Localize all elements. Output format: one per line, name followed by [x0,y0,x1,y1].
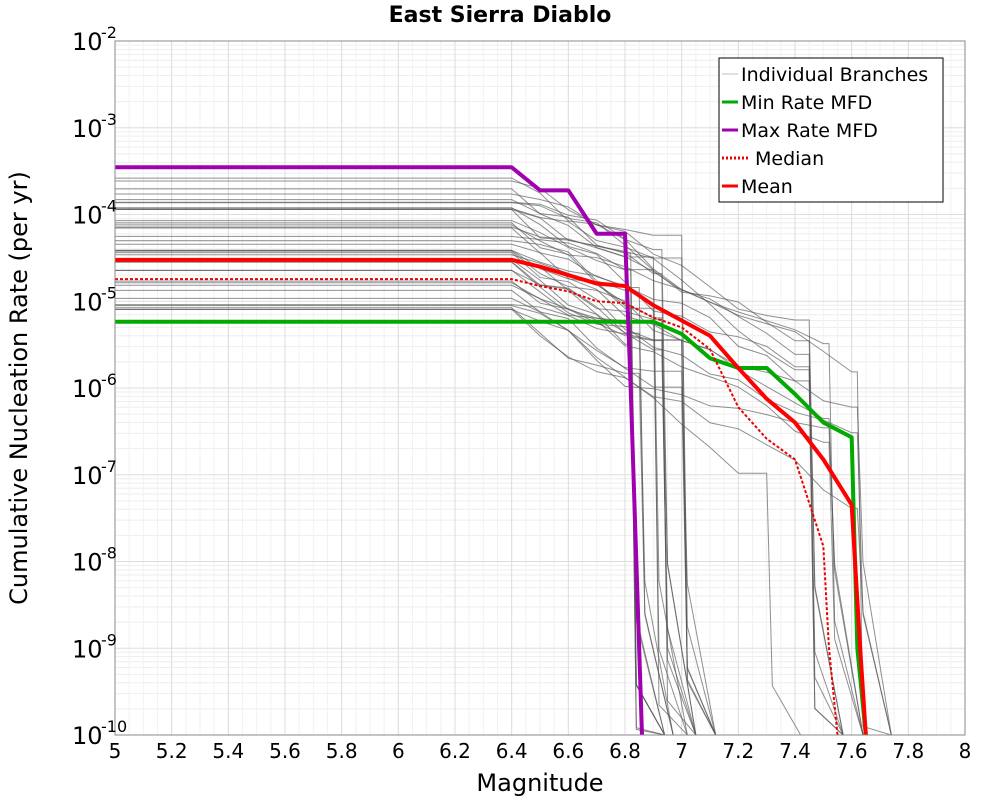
x-tick-label: 5.2 [156,739,188,763]
y-tick-base: 10 [72,288,103,316]
branch-line [115,261,697,736]
y-tick-exponent: -6 [101,370,117,389]
y-tick-labels: 10-210-310-410-510-610-710-810-910-10 [72,23,127,750]
plot-frame [114,40,966,736]
y-tick-exponent: -8 [101,544,117,563]
branch-line [115,269,674,736]
y-tick-exponent: -5 [101,283,117,302]
legend-label: Individual Branches [741,64,928,86]
x-tick-label: 7.8 [892,739,924,763]
x-tick-label: 5.4 [212,739,244,763]
x-tick-label: 7 [675,739,688,763]
y-tick-base: 10 [72,375,103,403]
y-axis-label: Cumulative Nucleation Rate (per yr) [5,171,33,605]
y-tick-base: 10 [72,635,103,663]
y-tick-base: 10 [72,722,103,750]
branch-line [115,209,844,736]
x-tick-label: 6.4 [496,739,528,763]
x-tick-label: 7.4 [779,739,811,763]
x-tick-label: 6 [392,739,405,763]
x-tick-label: 6.8 [609,739,641,763]
y-tick-base: 10 [72,549,103,577]
branch-line [115,224,892,736]
series-group [115,165,868,736]
y-tick-exponent: -10 [101,717,127,736]
x-tick-labels: 5 5.2 5.4 5.6 5.8 6 6.2 6.4 6.6 6.8 7 7.2 7.4 7.6 7.8 8 [109,739,972,763]
branch-line [115,289,717,736]
legend-label: Max Rate MFD [741,120,878,142]
x-tick-label: 6.6 [552,739,584,763]
x-tick-label: 5.8 [326,739,358,763]
series-line-max-rate-mfd [115,165,644,736]
legend-box [718,57,944,203]
chart-title: East Sierra Diablo [389,3,612,28]
y-tick-base: 10 [72,462,103,490]
y-tick-exponent: -7 [101,457,117,476]
legend: Individual Branches Min Rate MFD Max Rate … [718,57,944,203]
branch-line [115,207,717,736]
legend-label: Median [755,148,824,170]
branch-line [115,307,674,736]
x-tick-label: 6.2 [439,739,471,763]
x-tick-label: 5 [109,739,122,763]
series-line-median [115,278,839,736]
series-line-mean [115,257,868,736]
legend-label: Min Rate MFD [741,92,872,114]
branch-line [115,227,844,736]
y-tick-exponent: -9 [101,630,117,649]
y-tick-base: 10 [72,115,103,143]
legend-label: Mean [741,176,793,198]
branch-line [115,202,844,736]
x-tick-label: 7.6 [836,739,868,763]
branch-line [115,235,688,736]
x-tick-label: 7.2 [722,739,754,763]
x-tick-label: 5.6 [269,739,301,763]
y-tick-base: 10 [72,28,103,56]
y-tick-exponent: -2 [101,23,117,42]
branch-line [115,284,864,736]
y-tick-exponent: -4 [101,197,117,216]
x-tick-label: 8 [959,739,972,763]
branch-line [115,207,844,736]
x-axis-label: Magnitude [476,769,603,797]
y-tick-exponent: -3 [101,110,117,129]
y-tick-base: 10 [72,202,103,230]
